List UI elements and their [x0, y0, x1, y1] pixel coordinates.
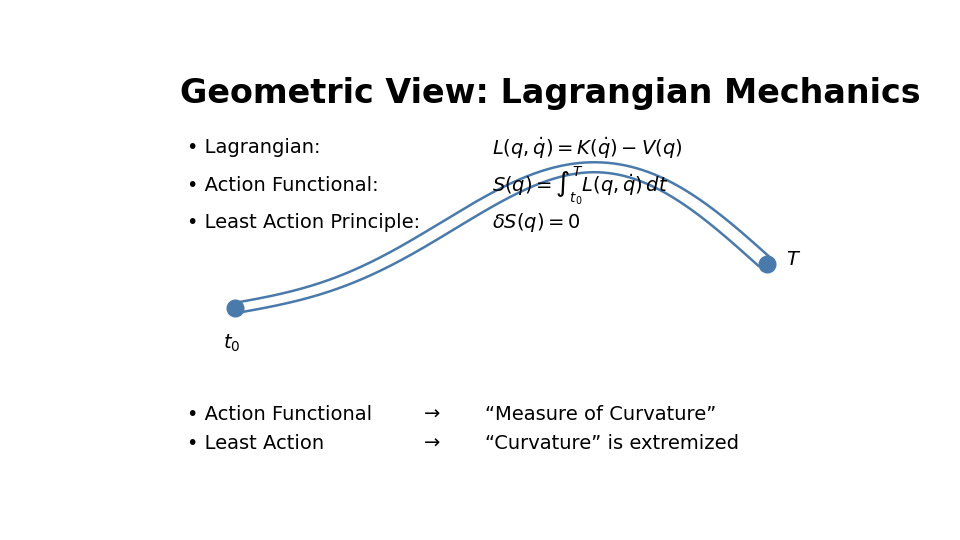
Text: • Least Action Principle:: • Least Action Principle: [187, 213, 420, 232]
Text: $L(q,\dot{q}) = K(\dot{q}) - V(q)$: $L(q,\dot{q}) = K(\dot{q}) - V(q)$ [492, 135, 683, 161]
Text: • Action Functional: • Action Functional [187, 404, 372, 423]
Text: $S(q) = \int_{t_0}^{T} L(q,\dot{q})\,dt$: $S(q) = \int_{t_0}^{T} L(q,\dot{q})\,dt$ [492, 164, 668, 207]
Text: →: → [424, 434, 441, 453]
Text: Geometric View: Lagrangian Mechanics: Geometric View: Lagrangian Mechanics [180, 77, 920, 110]
Text: • Action Functional:: • Action Functional: [187, 176, 378, 195]
Text: “Measure of Curvature”: “Measure of Curvature” [485, 404, 716, 423]
Text: • Lagrangian:: • Lagrangian: [187, 138, 321, 158]
Text: • Least Action: • Least Action [187, 434, 324, 453]
Text: $T$: $T$ [786, 251, 801, 269]
Text: →: → [424, 404, 441, 423]
Text: $t_0$: $t_0$ [223, 333, 240, 354]
Text: “Curvature” is extremized: “Curvature” is extremized [485, 434, 738, 453]
Text: $\delta S(q) = 0$: $\delta S(q) = 0$ [492, 211, 581, 234]
